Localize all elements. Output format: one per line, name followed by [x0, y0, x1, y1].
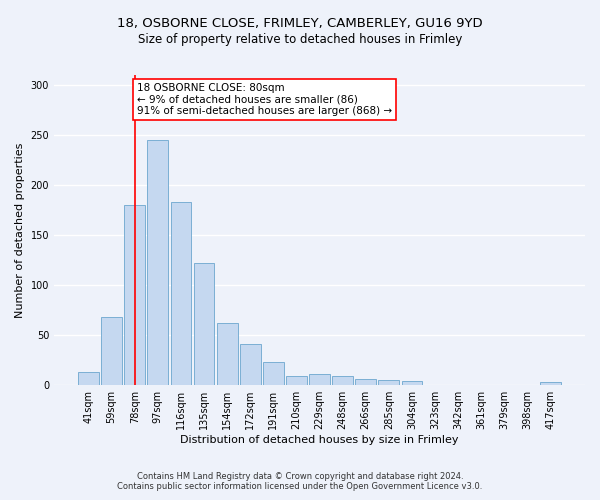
Text: Contains HM Land Registry data © Crown copyright and database right 2024.: Contains HM Land Registry data © Crown c…	[137, 472, 463, 481]
Bar	[217, 323, 238, 385]
Bar	[309, 374, 330, 385]
Bar	[332, 376, 353, 385]
X-axis label: Distribution of detached houses by size in Frimley: Distribution of detached houses by size …	[180, 435, 459, 445]
Bar	[379, 380, 399, 385]
Bar	[401, 381, 422, 385]
Bar	[263, 362, 284, 385]
Bar	[101, 317, 122, 385]
Bar	[240, 344, 260, 385]
Text: 18, OSBORNE CLOSE, FRIMLEY, CAMBERLEY, GU16 9YD: 18, OSBORNE CLOSE, FRIMLEY, CAMBERLEY, G…	[117, 18, 483, 30]
Bar	[355, 379, 376, 385]
Bar	[170, 202, 191, 385]
Bar	[124, 205, 145, 385]
Text: 18 OSBORNE CLOSE: 80sqm
← 9% of detached houses are smaller (86)
91% of semi-det: 18 OSBORNE CLOSE: 80sqm ← 9% of detached…	[137, 83, 392, 116]
Bar	[78, 372, 99, 385]
Bar	[286, 376, 307, 385]
Y-axis label: Number of detached properties: Number of detached properties	[15, 142, 25, 318]
Text: Size of property relative to detached houses in Frimley: Size of property relative to detached ho…	[138, 32, 462, 46]
Bar	[540, 382, 561, 385]
Bar	[194, 263, 214, 385]
Text: Contains public sector information licensed under the Open Government Licence v3: Contains public sector information licen…	[118, 482, 482, 491]
Bar	[148, 140, 168, 385]
